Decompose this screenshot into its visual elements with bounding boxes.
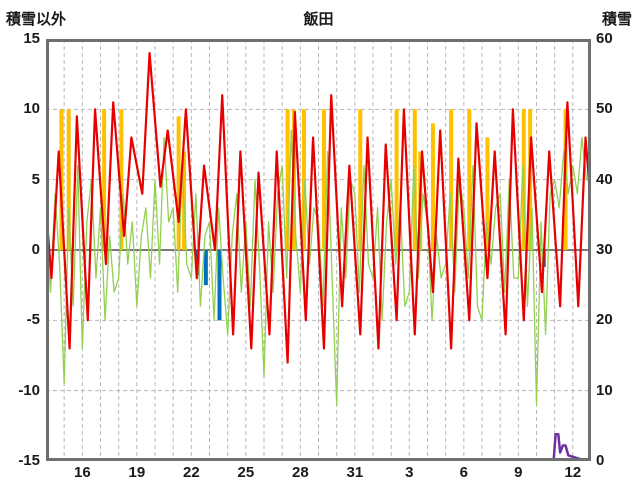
sunshine-bars-bar [102, 109, 107, 250]
x-tick-label: 25 [237, 464, 255, 481]
chart-canvas [46, 39, 591, 461]
sunshine-bars-bar [321, 109, 326, 250]
x-tick-label: 22 [182, 464, 200, 481]
right-axis-title: 積雪 [601, 11, 632, 28]
y-tick-left: -15 [18, 452, 40, 469]
sunshine-bars-bar [485, 137, 490, 250]
plot-frame [46, 39, 591, 461]
y-tick-right: 20 [596, 311, 613, 329]
y-tick-right: 40 [596, 170, 613, 188]
green-series-line [46, 129, 588, 406]
sunshine-bars-bar [176, 116, 181, 250]
x-tick-label: 9 [514, 464, 523, 481]
y-tick-left: -10 [18, 381, 40, 399]
x-tick-label: 3 [405, 464, 414, 481]
sunshine-bars-bar [285, 109, 290, 250]
y-tick-right: 10 [596, 381, 613, 399]
x-tick-label: 19 [128, 464, 146, 481]
sunshine-bars-bar [59, 109, 64, 250]
x-tick-label: 28 [291, 464, 309, 481]
y-tick-right: 50 [596, 100, 613, 118]
y-tick-left: 5 [31, 170, 40, 188]
precipitation-bars-bar [203, 250, 208, 286]
x-tick-label: 31 [346, 464, 364, 481]
y-tick-right: 60 [596, 30, 613, 47]
x-tick-label: 6 [459, 464, 468, 481]
plot-area [46, 39, 591, 461]
y-tick-left: 10 [23, 100, 40, 118]
x-tick-label: 16 [73, 464, 91, 481]
y-tick-right: 0 [596, 452, 605, 469]
x-tick-label: 12 [564, 464, 582, 481]
chart-title: 飯田 [303, 11, 334, 28]
precipitation-bars-bar [217, 250, 222, 321]
sunshine-bars-bar [358, 109, 363, 250]
y-tick-left: 15 [23, 30, 40, 47]
sunshine-bars-bar [301, 109, 306, 250]
sunshine-bars-bar [467, 109, 472, 250]
y-tick-right: 30 [596, 241, 613, 258]
left-axis-title: 積雪以外 [6, 11, 67, 28]
sunshine-bars-bar [66, 109, 71, 250]
y-tick-left: -5 [26, 311, 40, 329]
sunshine-bars-bar [430, 123, 435, 250]
sunshine-bars-bar [394, 109, 399, 250]
temperature-line [46, 51, 591, 364]
sunshine-bars-bar [119, 109, 124, 250]
sunshine-bars-bar [449, 109, 454, 250]
y-tick-left: 0 [31, 241, 40, 258]
